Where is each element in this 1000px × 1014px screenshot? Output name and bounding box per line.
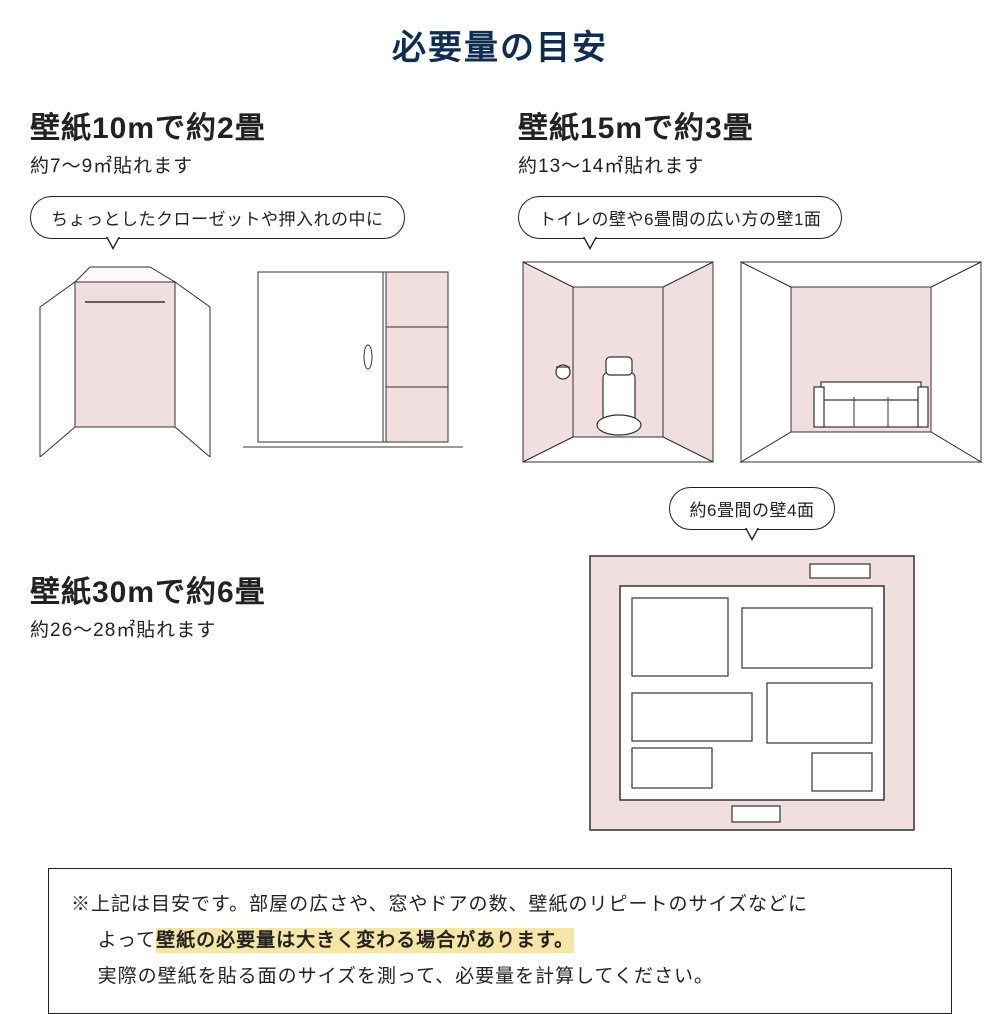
footer-note: ※上記は目安です。部屋の広さや、窓やドアの数、壁紙のリピートのサイズなどに よっ… [48,868,952,1014]
closet-sliding-icon [238,257,468,457]
section-10m-title: 壁紙10mで約2畳 [30,103,468,147]
page-title: 必要量の目安 [30,20,970,69]
floorplan-6jo-icon [582,548,922,838]
section-10m: 壁紙10mで約2畳 約7～9㎡貼れます ちょっとしたクローゼットや押入れの中に [30,103,468,467]
section-15m-sub: 約13～14㎡貼れます [518,151,986,178]
section-30m-title: 壁紙30mで約6畳 [30,567,468,611]
section-10m-bubble: ちょっとしたクローゼットや押入れの中に [30,196,405,239]
section-15m-title: 壁紙15mで約3畳 [518,103,986,147]
section-30m-sub: 約26～28㎡貼れます [30,615,468,642]
section-30m-bubble: 約6畳間の壁4面 [669,487,836,530]
footer-line2: よって壁紙の必要量は大きく変わる場合があります。 [71,923,929,959]
section-10m-sub: 約7～9㎡貼れます [30,151,468,178]
footer-line1: ※上記は目安です。部屋の広さや、窓やドアの数、壁紙のリピートのサイズなどに [71,894,808,915]
footer-line2-prefix: よって [98,930,156,951]
section-15m: 壁紙15mで約3畳 約13～14㎡貼れます トイレの壁や6畳間の広い方の壁1面 [518,103,986,467]
living-room-icon [736,257,986,467]
toilet-room-icon [518,257,718,467]
section-15m-illustrations [518,257,986,467]
footer-highlight: 壁紙の必要量は大きく変わる場合があります。 [156,928,574,953]
section-15m-bubble: トイレの壁や6畳間の広い方の壁1面 [518,196,842,239]
closet-open-icon [30,257,220,457]
section-30m: 壁紙30mで約6畳 約26～28㎡貼れます [30,477,468,838]
footer-line3: 実際の壁紙を貼る面のサイズを測って、必要量を計算してください。 [71,959,929,995]
section-10m-illustrations [30,257,468,457]
section-30m-graphic: 約6畳間の壁4面 [518,477,986,838]
